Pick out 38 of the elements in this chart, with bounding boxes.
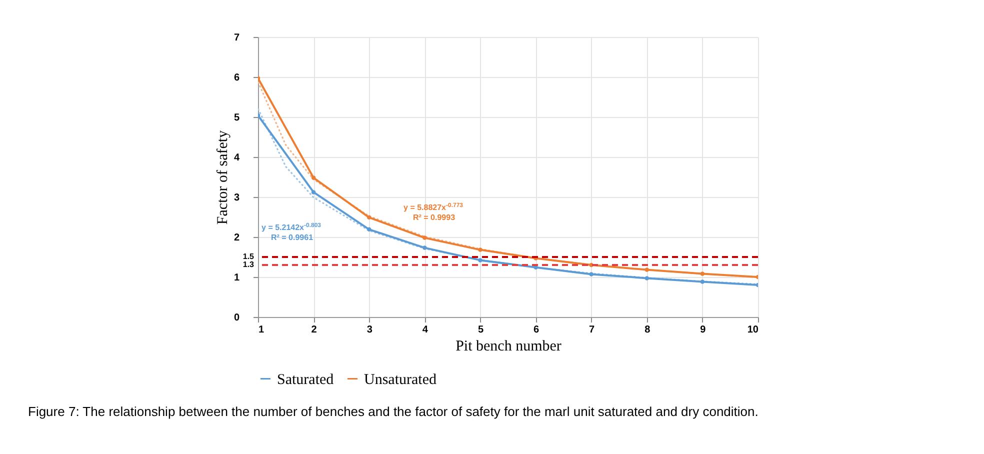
- ref-line-label: 1.5: [242, 252, 255, 261]
- x-tick-label: 2: [311, 324, 318, 336]
- y-tick-label: 5: [234, 112, 240, 124]
- point: [366, 215, 372, 220]
- point: [644, 276, 650, 280]
- point: [311, 190, 316, 194]
- y-tick-label: 4: [234, 152, 240, 164]
- y-tick-label: 7: [234, 32, 240, 44]
- x-tick-label: 8: [644, 324, 651, 336]
- y-tick-label: 3: [234, 192, 240, 204]
- legend-label: Saturated: [277, 372, 334, 388]
- x-tick-label: 10: [747, 324, 759, 336]
- caption: Figure 7: The relationship between the number of benches and the factor of safety for the marl unit saturated and dry condition.: [28, 404, 758, 419]
- x-axis-title: Pit bench number: [456, 338, 562, 354]
- legend-label: Unsaturated: [364, 372, 437, 388]
- x-tick-label: 5: [478, 324, 484, 336]
- point: [478, 258, 482, 262]
- y-tick-label: 0: [234, 312, 240, 324]
- ref-line-label: 1.3: [242, 260, 255, 269]
- x-tick-label: 1: [258, 324, 264, 336]
- point: [589, 272, 594, 276]
- x-tick-label: 4: [422, 324, 428, 336]
- point: [644, 268, 650, 272]
- point: [366, 227, 372, 232]
- point: [422, 236, 427, 240]
- y-tick-label: 6: [234, 72, 240, 84]
- y-tick-label: 1: [234, 272, 240, 284]
- point: [700, 280, 705, 284]
- y-axis-title: Factor of safety: [214, 130, 231, 225]
- point: [478, 248, 482, 252]
- x-tick-label: 3: [366, 324, 373, 336]
- x-tick-label: 6: [533, 324, 540, 336]
- x-tick-label: 7: [589, 324, 596, 336]
- point: [700, 272, 705, 276]
- y-tick-label: 2: [234, 232, 240, 244]
- point: [422, 246, 427, 250]
- x-tick-label: 9: [700, 324, 706, 336]
- point: [311, 176, 316, 180]
